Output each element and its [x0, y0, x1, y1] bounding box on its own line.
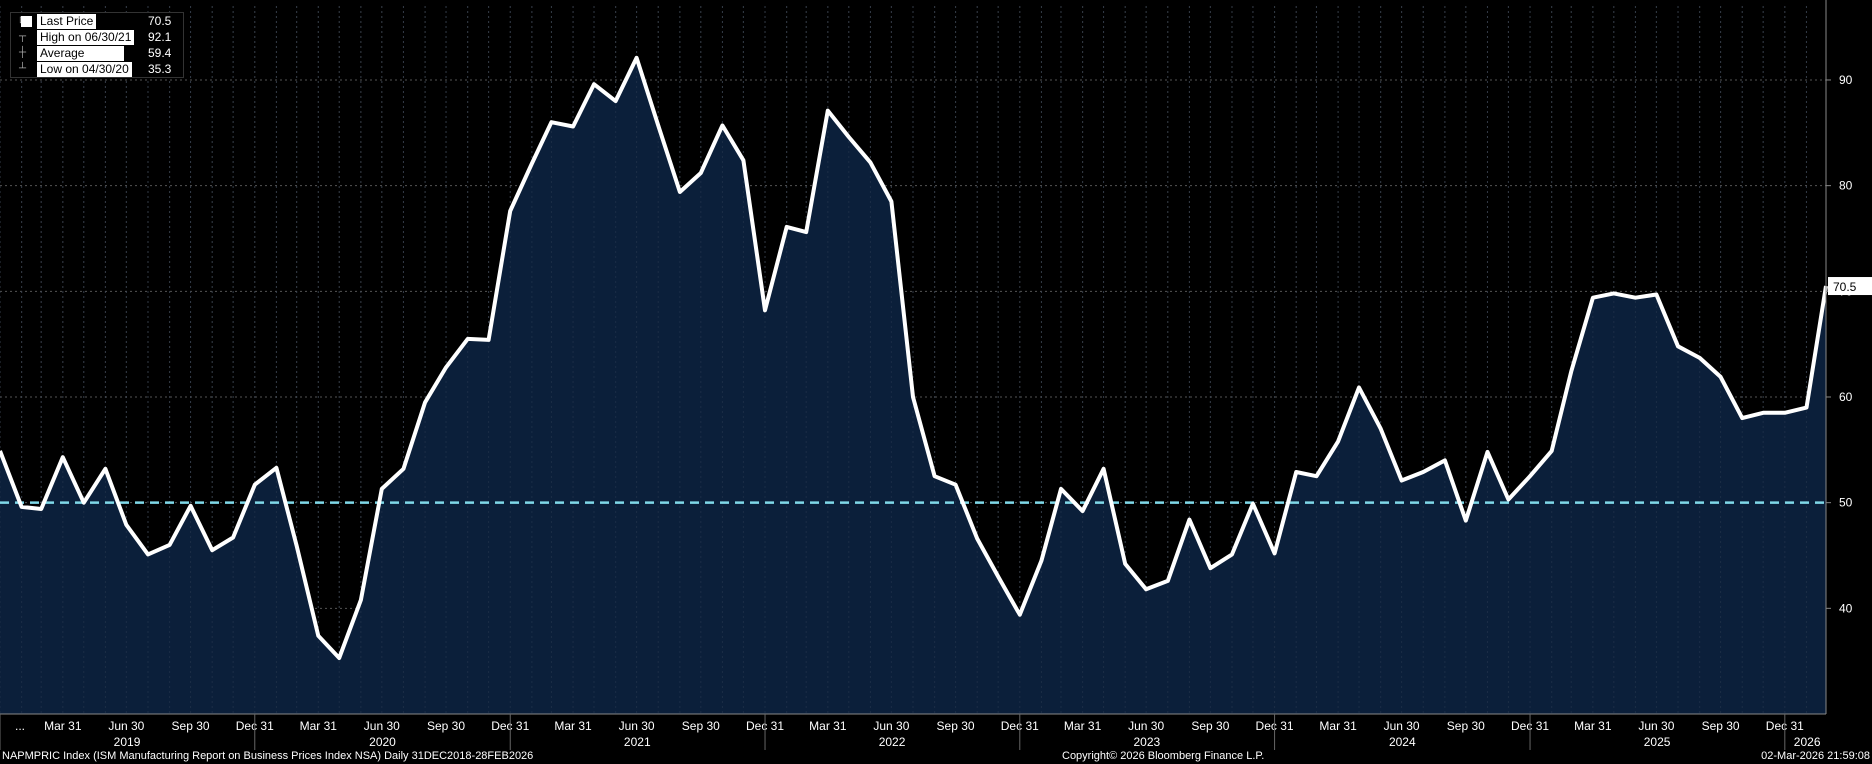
x-year-label: 2023 [1133, 735, 1160, 749]
x-tick-label: Mar 31 [1574, 719, 1612, 733]
footer-ticker-description: NAPMPRIC Index (ISM Manufacturing Report… [2, 750, 534, 762]
legend-high-value: 92.1 [148, 30, 172, 44]
legend-box: ⊟ Last Price 70.5 ┬ High on 06/30/21 92.… [10, 12, 184, 78]
x-year-label: 2021 [624, 735, 651, 749]
x-tick-label: Jun 30 [873, 719, 909, 733]
y-tick-label: 60 [1839, 390, 1853, 404]
x-tick-label: Jun 30 [364, 719, 400, 733]
x-tick-label: Jun 30 [619, 719, 655, 733]
legend-average: ┼ Average 59.4 [11, 46, 183, 61]
footer-copyright: Copyright© 2026 Bloomberg Finance L.P. [1062, 750, 1265, 762]
x-tick-label: Mar 31 [554, 719, 592, 733]
x-tick-label: Mar 31 [44, 719, 82, 733]
x-year-label: 2020 [369, 735, 396, 749]
x-tick-label: Sep 30 [1191, 719, 1229, 733]
legend-high-label: High on 06/30/21 [37, 30, 135, 45]
high-marker-icon: ┬ [19, 31, 27, 42]
last-value-tag [1828, 277, 1872, 296]
x-tick-label: Sep 30 [1702, 719, 1740, 733]
x-tick-label: Sep 30 [682, 719, 720, 733]
x-year-label: 2026 [1794, 735, 1821, 749]
legend-low: ┴ Low on 04/30/20 35.3 [11, 62, 183, 77]
y-tick-label: 90 [1839, 73, 1853, 87]
x-year-label: 2025 [1644, 735, 1671, 749]
x-tick-label: Mar 31 [1064, 719, 1102, 733]
x-tick-label: Mar 31 [300, 719, 338, 733]
series-area [0, 57, 1826, 715]
legend-last-label: Last Price [37, 14, 97, 29]
legend-last-value: 70.5 [148, 14, 172, 28]
x-tick-label: Jun 30 [1384, 719, 1420, 733]
series-line [0, 55, 1828, 660]
legend-avg-value: 59.4 [148, 46, 172, 60]
x-tick-label: Sep 30 [427, 719, 465, 733]
average-marker-icon: ┼ [19, 47, 27, 58]
x-tick-label: Mar 31 [1319, 719, 1357, 733]
x-tick-label: Sep 30 [172, 719, 210, 733]
y-tick-label: 50 [1839, 496, 1853, 510]
low-marker-icon: ┴ [19, 63, 27, 74]
x-tick-label: Sep 30 [1447, 719, 1485, 733]
legend-low-label: Low on 04/30/20 [37, 62, 132, 77]
legend-high: ┬ High on 06/30/21 92.1 [11, 30, 183, 45]
x-tick-label: Jun 30 [1638, 719, 1674, 733]
y-tick-label: 40 [1839, 601, 1853, 615]
footer-timestamp: 02-Mar-2026 21:59:08 [1761, 750, 1870, 762]
last-value-label: 70.5 [1833, 280, 1857, 294]
x-tick-label: Jun 30 [108, 719, 144, 733]
x-year-label: 2019 [114, 735, 141, 749]
x-tick-label: Mar 31 [809, 719, 847, 733]
x-tick-label: ... [15, 719, 25, 733]
legend-avg-label: Average [37, 46, 125, 61]
y-tick-label: 80 [1839, 179, 1853, 193]
legend-low-value: 35.3 [148, 62, 172, 76]
x-year-label: 2024 [1389, 735, 1416, 749]
last-price-swatch [21, 16, 32, 27]
x-tick-label: Jun 30 [1128, 719, 1164, 733]
x-year-label: 2022 [879, 735, 906, 749]
x-tick-label: Sep 30 [937, 719, 975, 733]
legend-last-price: ⊟ Last Price 70.5 [11, 14, 183, 29]
